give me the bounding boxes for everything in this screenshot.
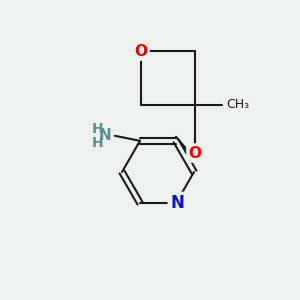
Text: O: O [134, 44, 148, 59]
Text: H: H [92, 122, 104, 136]
Text: H: H [92, 136, 104, 150]
Text: N: N [170, 194, 184, 212]
Text: O: O [188, 146, 202, 160]
Text: CH₃: CH₃ [226, 98, 249, 112]
Text: N: N [99, 128, 111, 143]
